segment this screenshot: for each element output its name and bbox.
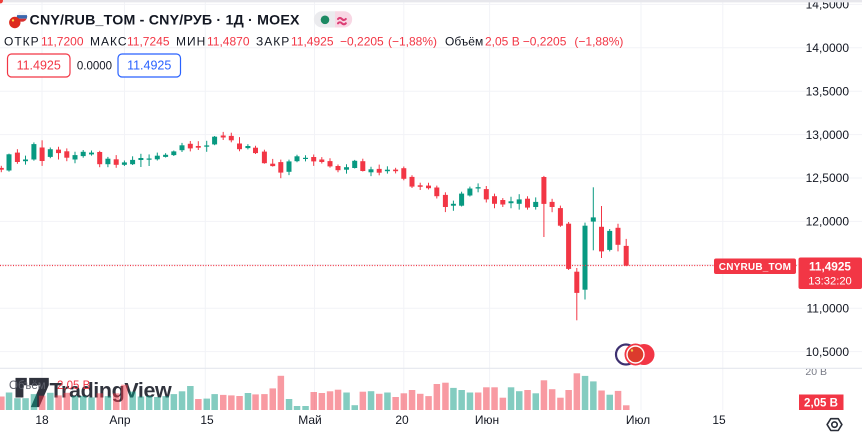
svg-text:11,7200: 11,7200: [41, 35, 84, 49]
svg-text:11,4870: 11,4870: [207, 35, 250, 49]
svg-text:12,0000: 12,0000: [806, 215, 850, 229]
svg-text:13,5000: 13,5000: [806, 84, 850, 98]
svg-text:CNYRUB_TOM: CNYRUB_TOM: [719, 262, 791, 273]
svg-text:−0,2205: −0,2205: [523, 35, 567, 49]
svg-text:12,5000: 12,5000: [806, 171, 850, 185]
svg-text:14,0000: 14,0000: [806, 41, 850, 55]
svg-text:2,05 B: 2,05 B: [804, 397, 838, 409]
svg-text:CNY/RUB_TOM - CNY/РУБ · 1Д · M: CNY/RUB_TOM - CNY/РУБ · 1Д · MOEX: [30, 13, 301, 29]
svg-text:11,0000: 11,0000: [807, 301, 850, 315]
svg-text:(−1,88%): (−1,88%): [388, 35, 437, 49]
svg-text:11,7245: 11,7245: [127, 35, 170, 49]
svg-text:ОТКР: ОТКР: [4, 35, 40, 49]
svg-text:18: 18: [35, 413, 49, 427]
svg-text:14,5000: 14,5000: [806, 0, 850, 12]
svg-text:2,05 B: 2,05 B: [57, 380, 91, 392]
svg-text:11.4925: 11.4925: [17, 59, 61, 73]
svg-text:Апр: Апр: [109, 413, 131, 427]
svg-text:15: 15: [200, 413, 214, 427]
svg-text:13,0000: 13,0000: [806, 128, 850, 142]
svg-text:МАКС: МАКС: [90, 35, 128, 49]
svg-text:МИН: МИН: [176, 35, 206, 49]
svg-text:ЗАКР: ЗАКР: [256, 35, 290, 49]
svg-text:20 B: 20 B: [805, 366, 827, 378]
svg-text:11,4925: 11,4925: [291, 35, 334, 49]
svg-text:−0,2205: −0,2205: [340, 35, 384, 49]
svg-text:2,05 B: 2,05 B: [485, 35, 520, 49]
svg-text:20: 20: [395, 413, 409, 427]
svg-text:Июн: Июн: [475, 413, 499, 427]
svg-text:Июл: Июл: [626, 413, 650, 427]
svg-text:Объём: Объём: [9, 380, 46, 392]
svg-text:15: 15: [712, 413, 726, 427]
svg-text:13:32:20: 13:32:20: [808, 276, 852, 288]
svg-text:Объём: Объём: [445, 35, 483, 49]
svg-text:(−1,88%): (−1,88%): [574, 35, 623, 49]
svg-text:11,4925: 11,4925: [809, 260, 851, 274]
svg-text:10,5000: 10,5000: [806, 345, 850, 359]
svg-text:Май: Май: [298, 413, 322, 427]
svg-text:0.0000: 0.0000: [77, 61, 112, 73]
svg-text:11.4925: 11.4925: [127, 59, 171, 73]
